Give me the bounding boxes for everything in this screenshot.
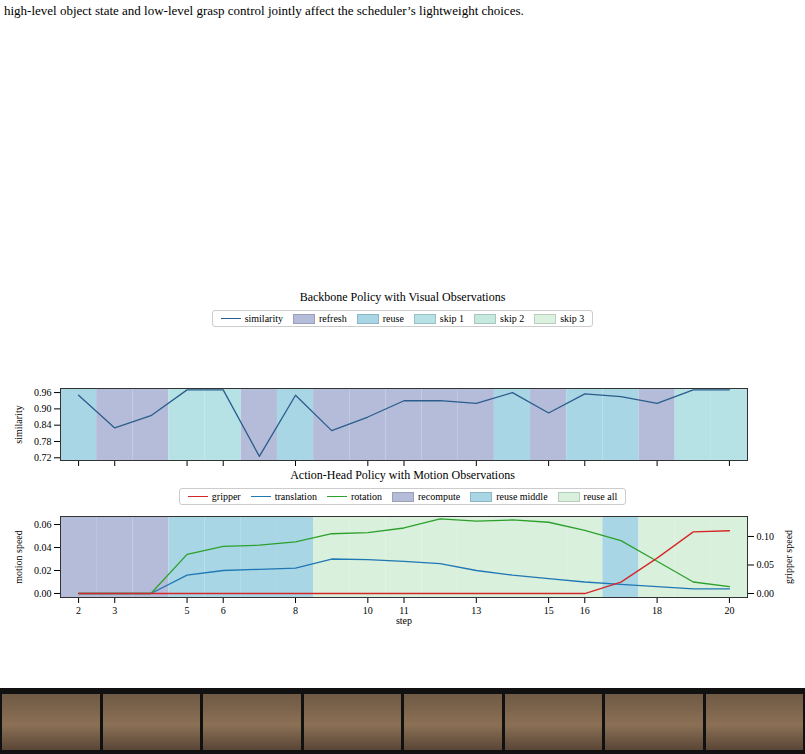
svg-text:0.10: 0.10: [757, 531, 775, 542]
svg-text:15: 15: [544, 605, 554, 616]
svg-text:0.84: 0.84: [34, 419, 52, 430]
svg-text:0.02: 0.02: [34, 565, 52, 576]
svg-text:0.00: 0.00: [34, 588, 52, 599]
svg-text:0.05: 0.05: [757, 559, 775, 570]
svg-text:0.04: 0.04: [34, 542, 52, 553]
svg-text:5: 5: [185, 605, 190, 616]
html-text:translation: translation: [274, 491, 317, 502]
html-text:skip 1: skip 1: [439, 313, 464, 324]
svg-text:3: 3: [112, 605, 117, 616]
svg-text:0.96: 0.96: [34, 387, 52, 398]
svg-text:2: 2: [76, 605, 81, 616]
html-text:recompute: recompute: [418, 491, 461, 502]
svg-text:8: 8: [293, 605, 298, 616]
html-text:Backbone Policy with Visual Ob: Backbone Policy with Visual Observations: [299, 290, 506, 304]
svg-text:10: 10: [363, 605, 373, 616]
svg-text:6: 6: [221, 605, 226, 616]
svg-text:0.06: 0.06: [34, 519, 52, 530]
html-text:reuse middle: reuse middle: [496, 491, 548, 502]
svg-text:0.72: 0.72: [34, 452, 52, 463]
svg-text:0.00: 0.00: [757, 588, 775, 599]
svg-text:gripper speed: gripper speed: [783, 530, 794, 584]
svg-text:0.78: 0.78: [34, 436, 52, 447]
svg-text:similarity: similarity: [13, 405, 24, 443]
svg-text:motion speed: motion speed: [13, 530, 24, 584]
html-text:high-level object state and lo: high-level object state and low-level gr…: [4, 3, 524, 18]
html-text:gripper: gripper: [211, 491, 241, 502]
html-text:Action-Head Policy with Motion: Action-Head Policy with Motion Observati…: [290, 468, 515, 482]
html-text:reuse: reuse: [382, 313, 404, 324]
html-text:skip 2: skip 2: [500, 313, 525, 324]
svg-text:11: 11: [399, 604, 409, 616]
svg-text:13: 13: [471, 605, 481, 616]
html-text:refresh: refresh: [319, 313, 347, 324]
html-text:similarity: similarity: [244, 313, 283, 324]
svg-text:0.90: 0.90: [34, 403, 52, 414]
html-text:reuse all: reuse all: [583, 491, 618, 502]
html-text:rotation: rotation: [350, 491, 382, 502]
svg-text:16: 16: [580, 605, 590, 616]
html-text:skip 3: skip 3: [560, 313, 585, 324]
svg-text:20: 20: [724, 605, 734, 616]
svg-text:step: step: [396, 615, 412, 626]
svg-text:18: 18: [652, 605, 662, 616]
